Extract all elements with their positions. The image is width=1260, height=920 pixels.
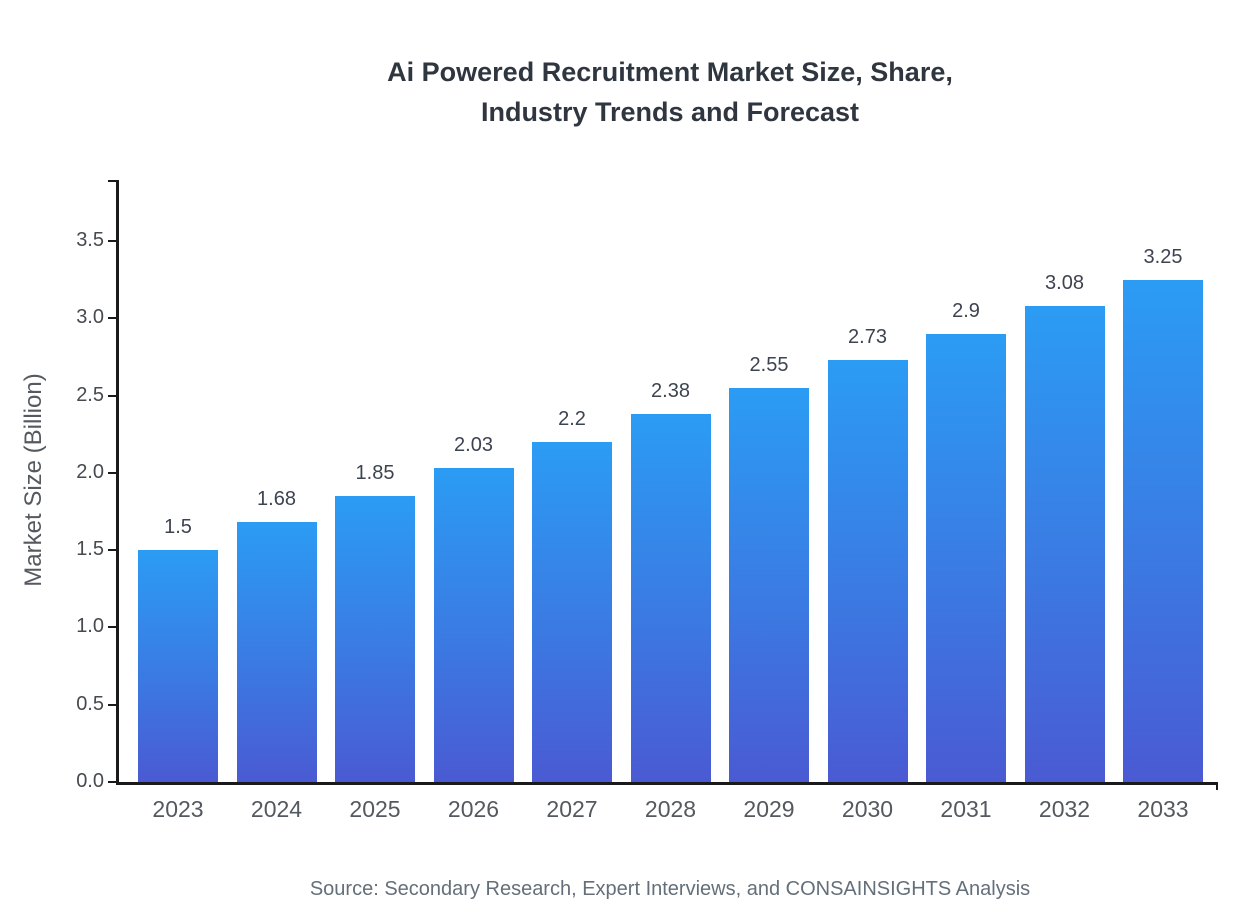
bar-2031	[926, 333, 1006, 782]
x-tick-label: 2024	[250, 796, 303, 822]
bar-value-label: 1.85	[355, 462, 395, 485]
x-tick-label: 2030	[841, 796, 894, 822]
bar-value-label: 2.38	[651, 380, 690, 403]
x-tick-label: 2026	[447, 796, 500, 822]
y-tick-label: 1.0	[76, 615, 104, 638]
x-tick-label: 2033	[1137, 796, 1189, 822]
bar-value-label: 3.25	[1143, 245, 1183, 268]
bar-2025	[335, 496, 415, 782]
chart-title-line1: Ai Powered Recruitment Market Size, Shar…	[387, 57, 953, 87]
y-tick-label: 2.0	[76, 460, 104, 483]
y-tick-mark	[108, 703, 116, 706]
bar-value-label: 1.68	[257, 488, 296, 511]
x-tick-label: 2029	[743, 796, 795, 822]
chart-title: Ai Powered Recruitment Market Size, Shar…	[80, 52, 1260, 132]
y-tick-label: 1.5	[76, 538, 104, 561]
bar-2027	[532, 441, 612, 782]
y-tick-mark	[108, 549, 116, 552]
y-tick-label: 3.0	[76, 306, 104, 329]
x-tick-label: 2028	[644, 796, 697, 822]
x-axis-end-tick	[1216, 782, 1218, 790]
bar-value-label: 2.9	[952, 299, 980, 322]
source-note: Source: Secondary Research, Expert Inter…	[309, 878, 1031, 900]
y-tick-label: 0.0	[76, 770, 104, 792]
bar-2030	[827, 360, 908, 782]
bar-2028	[630, 414, 711, 782]
y-tick-mark	[108, 471, 116, 474]
bar-value-label: 2.73	[848, 326, 887, 349]
y-tick-label: 0.5	[76, 692, 104, 715]
x-tick-label: 2025	[349, 796, 401, 822]
bar-2026	[433, 468, 514, 782]
x-tick-label: 2023	[152, 796, 204, 822]
y-tick-label: 2.5	[76, 383, 104, 406]
y-tick-mark	[108, 626, 116, 629]
x-axis-line	[116, 782, 1218, 785]
y-tick-label: 3.5	[76, 229, 104, 251]
bar-value-label: 2.55	[749, 353, 789, 376]
y-tick-mark	[108, 781, 116, 783]
y-axis-line	[116, 180, 119, 784]
bar-2033	[1123, 279, 1203, 782]
bar-2029	[729, 387, 809, 782]
y-tick-mark	[108, 317, 116, 320]
bar-value-label: 2.03	[454, 434, 493, 457]
bar-2023	[138, 550, 218, 782]
bar-2032	[1024, 305, 1105, 782]
x-tick-label: 2031	[940, 796, 992, 822]
y-axis-end-tick	[108, 180, 116, 182]
chart-title-line2: Industry Trends and Forecast	[480, 97, 860, 127]
x-tick-label: 2027	[546, 796, 598, 822]
x-tick-label: 2032	[1038, 796, 1091, 822]
y-tick-mark	[108, 240, 116, 242]
bar-value-label: 3.08	[1045, 271, 1084, 294]
bar-value-label: 2.2	[558, 407, 586, 430]
y-tick-mark	[108, 394, 116, 397]
bar-value-label: 1.5	[164, 516, 192, 539]
bar-2024	[236, 522, 317, 782]
